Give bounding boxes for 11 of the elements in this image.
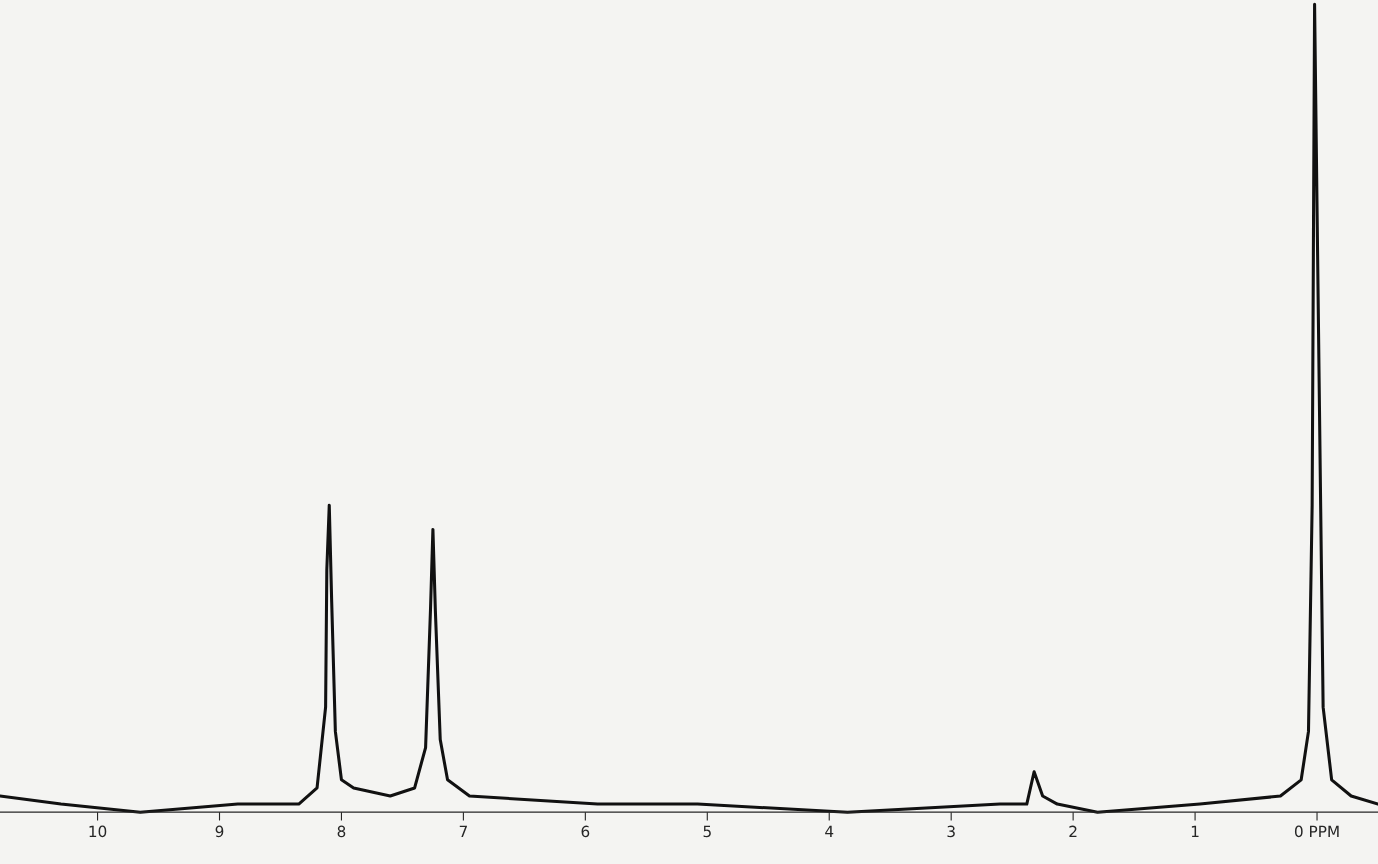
x-tick-label: 8 <box>337 825 346 838</box>
x-tick-label: 6 <box>581 825 590 838</box>
x-tick-label: 9 <box>215 825 224 838</box>
x-tick-label: 7 <box>459 825 467 837</box>
x-tick-label: 10 <box>89 825 107 838</box>
x-tick-label: 0 PPM <box>1294 825 1339 838</box>
x-tick-label: 4 <box>825 825 834 837</box>
x-tick-label: 5 <box>703 825 711 838</box>
x-tick-label: 3 <box>947 825 955 838</box>
x-tick-label: 2 <box>1069 825 1077 837</box>
x-tick-label: 1 <box>1191 825 1199 837</box>
